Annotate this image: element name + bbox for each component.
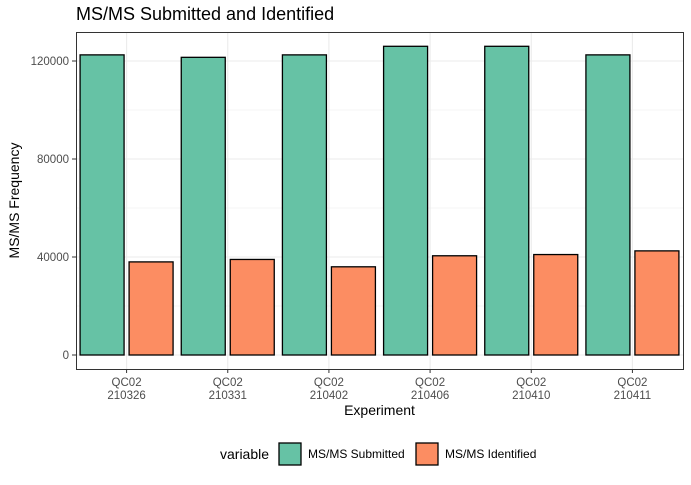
plot-panel-border (76, 32, 684, 370)
x-tick-label: QC02 (213, 377, 243, 389)
bar-submitted (585, 54, 631, 356)
bars (79, 45, 680, 356)
x-tick-label: 210410 (512, 390, 550, 402)
bar-identified (533, 253, 579, 356)
x-axis-title: Experiment (344, 402, 415, 418)
bar-identified (229, 258, 275, 356)
x-tick-label: QC02 (314, 377, 344, 389)
bar-submitted (382, 45, 429, 356)
bar-identified (634, 250, 680, 356)
y-tick-label: 40000 (37, 252, 69, 264)
bar-identified (128, 261, 174, 356)
bar-identified (330, 266, 377, 356)
legend-title: variable (220, 446, 269, 462)
y-axis: 0 40000 80000 120000 (31, 56, 76, 362)
gridlines (76, 32, 683, 369)
x-tick-label: 210411 (614, 390, 652, 402)
bar-identified (431, 255, 478, 356)
x-tick-label: QC02 (617, 377, 647, 389)
legend-key-submitted (278, 442, 302, 466)
legend: variable MS/MS Submitted MS/MS Identified (220, 442, 536, 466)
legend-key-identified (415, 442, 439, 466)
bar-submitted (281, 54, 328, 356)
x-axis: QC02210326QC02210331QC02210402QC02210406… (107, 369, 651, 402)
y-axis-title: MS/MS Frequency (6, 143, 22, 259)
x-tick-label: 210402 (310, 390, 348, 402)
bar-submitted (180, 56, 226, 356)
y-tick-label: 80000 (37, 154, 69, 166)
x-tick-label: QC02 (112, 377, 142, 389)
x-tick-label: 210331 (209, 390, 247, 402)
bar-submitted (484, 45, 530, 356)
x-tick-label: QC02 (415, 377, 445, 389)
x-tick-label: 210406 (411, 390, 449, 402)
x-tick-label: 210326 (107, 390, 145, 402)
y-tick-label: 120000 (31, 56, 69, 68)
x-tick-label: QC02 (516, 377, 546, 389)
y-tick-label: 0 (63, 350, 69, 362)
legend-label-identified: MS/MS Identified (445, 447, 536, 461)
chart-title: MS/MS Submitted and Identified (76, 4, 334, 24)
legend-label-submitted: MS/MS Submitted (308, 447, 405, 461)
bar-submitted (79, 54, 125, 356)
